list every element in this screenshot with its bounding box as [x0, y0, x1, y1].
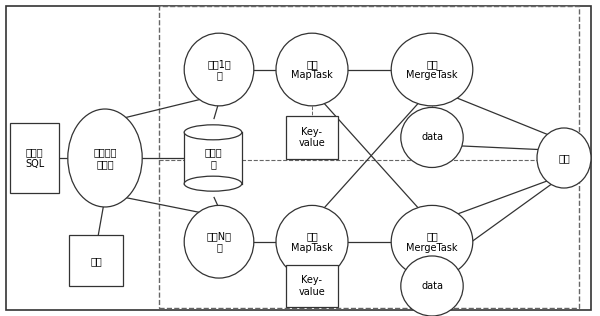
Ellipse shape	[391, 33, 473, 106]
Bar	[286, 265, 338, 307]
Text: 从核
MapTask: 从核 MapTask	[291, 231, 333, 252]
Ellipse shape	[184, 205, 254, 278]
Text: 从核N读
取: 从核N读 取	[206, 231, 232, 252]
Ellipse shape	[391, 205, 473, 278]
Ellipse shape	[184, 33, 254, 106]
Text: data: data	[421, 281, 443, 291]
Text: 底层数
据: 底层数 据	[204, 147, 222, 169]
Ellipse shape	[276, 33, 348, 106]
Bar	[69, 235, 123, 286]
Ellipse shape	[184, 176, 242, 191]
Text: 主核: 主核	[90, 256, 102, 266]
Text: 输出: 输出	[558, 153, 570, 163]
Text: 从核
MapTask: 从核 MapTask	[291, 59, 333, 80]
Ellipse shape	[537, 128, 591, 188]
Text: Key-
value: Key- value	[299, 275, 325, 297]
Bar	[286, 116, 338, 159]
Bar	[184, 132, 242, 184]
Ellipse shape	[184, 125, 242, 140]
Bar	[159, 6, 579, 308]
Text: Key-
value: Key- value	[299, 127, 325, 148]
Text: 从核
MergeTask: 从核 MergeTask	[406, 231, 458, 252]
Text: 从批1读
取: 从批1读 取	[207, 59, 231, 80]
Ellipse shape	[401, 256, 463, 316]
Text: 输入的
SQL: 输入的 SQL	[25, 147, 44, 169]
Ellipse shape	[68, 109, 142, 207]
Text: 数据库后
端解析: 数据库后 端解析	[93, 147, 117, 169]
Ellipse shape	[401, 107, 463, 167]
Text: data: data	[421, 132, 443, 143]
Text: 从核
MergeTask: 从核 MergeTask	[406, 59, 458, 80]
Bar	[10, 123, 59, 193]
Ellipse shape	[276, 205, 348, 278]
